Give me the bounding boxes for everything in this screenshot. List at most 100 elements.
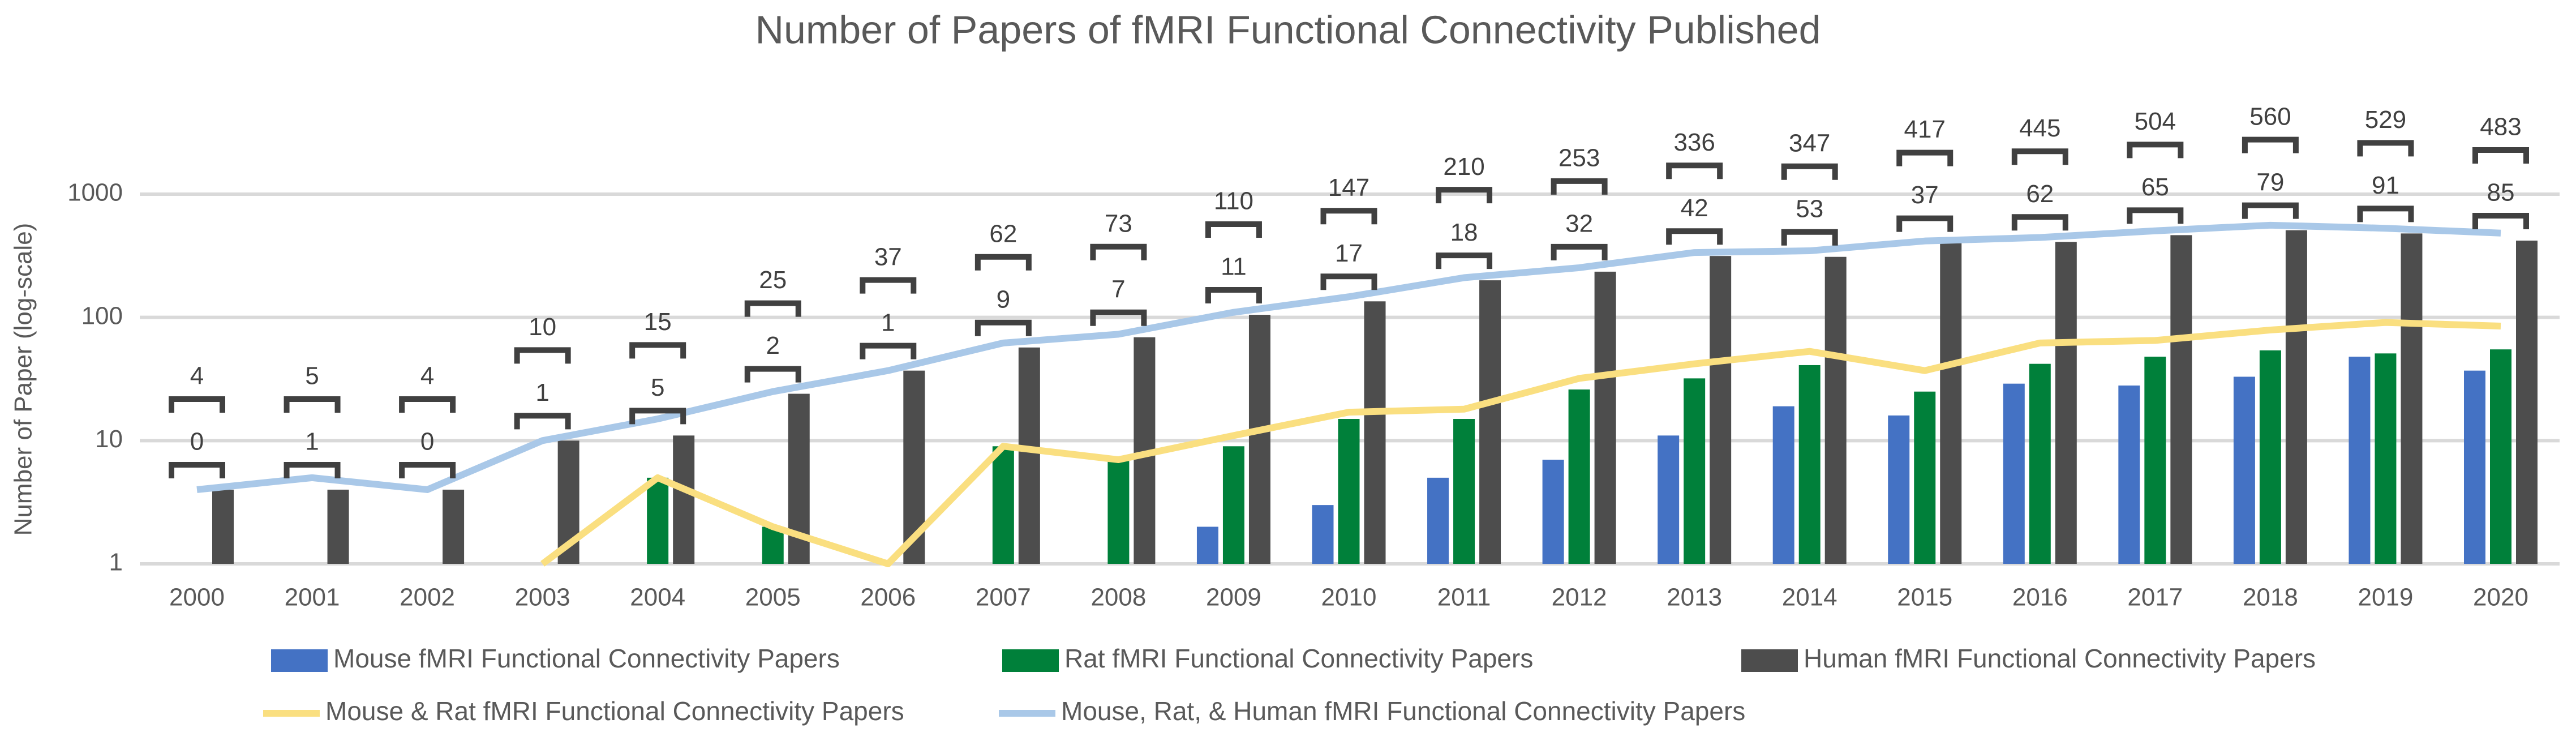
x-tick-label: 2011 bbox=[1437, 584, 1491, 611]
bracket bbox=[2357, 205, 2414, 222]
x-tick-label: 2014 bbox=[1782, 584, 1837, 611]
bar bbox=[1568, 389, 1590, 564]
bracket bbox=[399, 461, 456, 478]
annotation-label: 210 bbox=[1443, 153, 1484, 181]
annotation-label: 417 bbox=[1904, 115, 1946, 143]
annotation-label: 483 bbox=[2480, 113, 2521, 141]
x-tick-label: 2016 bbox=[2012, 584, 2068, 611]
annotation-label: 5 bbox=[651, 374, 664, 401]
bar bbox=[2285, 230, 2307, 564]
annotation-label: 5 bbox=[305, 362, 319, 390]
bracket bbox=[1666, 162, 1723, 179]
bar bbox=[1453, 419, 1475, 564]
x-tick-label: 2001 bbox=[285, 584, 340, 611]
bar bbox=[647, 477, 669, 564]
x-tick-label: 2012 bbox=[1552, 584, 1607, 611]
bar bbox=[2464, 370, 2485, 564]
annotation-label: 15 bbox=[644, 308, 672, 336]
legend-label: Human fMRI Functional Connectivity Paper… bbox=[1804, 644, 2316, 673]
annotation-label: 10 bbox=[529, 313, 556, 341]
bar bbox=[2401, 233, 2423, 564]
annotation-label: 25 bbox=[759, 266, 787, 294]
bar bbox=[1312, 505, 1334, 564]
annotation-label: 62 bbox=[2026, 180, 2054, 208]
bar bbox=[2233, 376, 2255, 564]
legend-swatch bbox=[1002, 649, 1059, 672]
x-tick-label: 2010 bbox=[1321, 584, 1377, 611]
annotation-label: 0 bbox=[420, 428, 434, 456]
bar bbox=[2259, 350, 2281, 564]
bar bbox=[2490, 349, 2511, 564]
bracket bbox=[860, 342, 917, 359]
annotation-label: 7 bbox=[1111, 275, 1125, 303]
bracket bbox=[2011, 148, 2068, 165]
y-tick-label: 1000 bbox=[67, 179, 123, 207]
annotation-label: 253 bbox=[1559, 144, 1600, 172]
bar bbox=[1248, 315, 1270, 564]
bracket bbox=[860, 277, 917, 294]
bracket bbox=[1896, 149, 1954, 166]
y-axis-title: Number of Paper (log-scale) bbox=[10, 223, 37, 536]
bracket bbox=[1436, 187, 1493, 204]
annotation-label: 11 bbox=[1221, 253, 1247, 281]
bracket bbox=[1781, 163, 1838, 180]
bar bbox=[2144, 357, 2166, 564]
bracket bbox=[1781, 229, 1838, 246]
legend-swatch bbox=[1741, 649, 1798, 672]
bracket bbox=[1320, 208, 1377, 225]
bracket bbox=[2127, 142, 2184, 159]
annotation-label: 37 bbox=[1911, 181, 1939, 209]
bracket bbox=[629, 342, 686, 359]
annotation-label: 85 bbox=[2487, 179, 2515, 207]
bracket bbox=[169, 461, 225, 478]
bar bbox=[443, 489, 465, 564]
bar bbox=[1710, 256, 1732, 564]
x-tick-label: 2009 bbox=[1206, 584, 1261, 611]
line bbox=[540, 319, 2501, 567]
x-tick-label: 2017 bbox=[2127, 584, 2183, 611]
bar bbox=[1479, 280, 1501, 564]
annotation-label: 347 bbox=[1789, 129, 1830, 157]
bar bbox=[1888, 415, 1910, 564]
bar bbox=[2118, 386, 2140, 564]
x-tick-label: 2003 bbox=[515, 584, 570, 611]
line bbox=[196, 221, 2501, 493]
bracket bbox=[1436, 252, 1493, 269]
bracket bbox=[2472, 147, 2529, 164]
bar bbox=[1427, 477, 1449, 564]
x-tick-label: 2015 bbox=[1897, 584, 1952, 611]
bracket bbox=[974, 254, 1032, 271]
bar bbox=[1018, 347, 1040, 564]
annotation-label: 42 bbox=[1681, 194, 1708, 222]
annotation-label: 37 bbox=[874, 243, 902, 271]
annotation-label: 17 bbox=[1335, 239, 1363, 267]
bracket bbox=[1090, 243, 1147, 260]
bracket bbox=[629, 408, 686, 425]
x-tick-label: 2018 bbox=[2243, 584, 2298, 611]
y-tick-label: 10 bbox=[95, 425, 123, 453]
x-tick-label: 2005 bbox=[745, 584, 801, 611]
bracket bbox=[169, 396, 225, 413]
bracket bbox=[744, 300, 801, 317]
bar bbox=[2375, 353, 2397, 564]
bar bbox=[1364, 301, 1386, 564]
bar bbox=[2516, 241, 2538, 564]
annotation-label: 18 bbox=[1450, 219, 1478, 246]
annotation-label: 91 bbox=[2372, 172, 2399, 199]
annotation-label: 53 bbox=[1796, 195, 1823, 222]
bar bbox=[2003, 383, 2025, 564]
bracket bbox=[284, 396, 341, 413]
x-tick-label: 2013 bbox=[1667, 584, 1722, 611]
bracket bbox=[1666, 228, 1723, 245]
annotation-label: 1 bbox=[535, 379, 549, 406]
annotation-label: 110 bbox=[1214, 187, 1253, 215]
annotation-label: 4 bbox=[420, 362, 434, 390]
bracket bbox=[2472, 213, 2529, 230]
bracket bbox=[974, 319, 1032, 336]
annotation-label: 1 bbox=[881, 309, 895, 336]
bracket bbox=[2011, 214, 2068, 231]
annotation-label: 504 bbox=[2135, 108, 2176, 135]
annotation-label: 2 bbox=[766, 332, 780, 359]
bar bbox=[1772, 406, 1794, 564]
